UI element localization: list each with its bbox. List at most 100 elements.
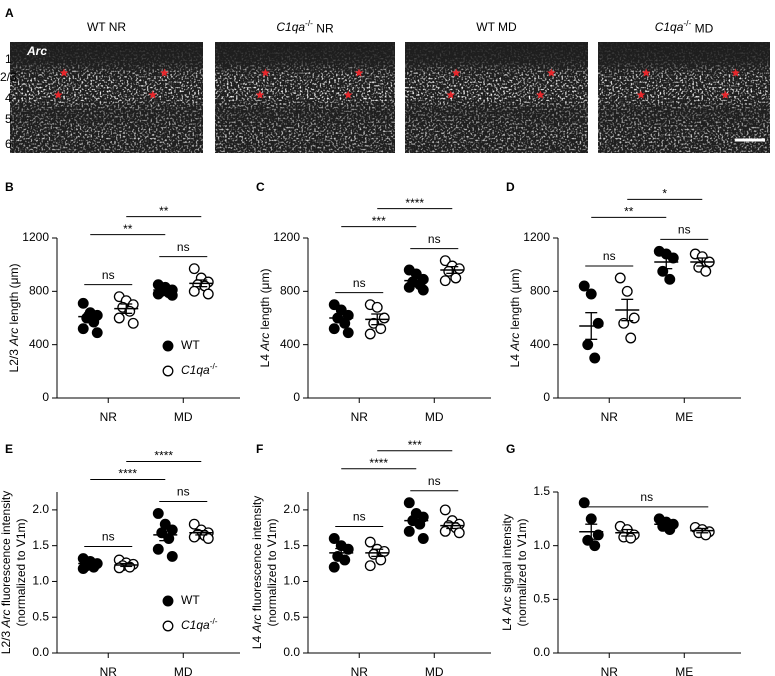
y-tick-label: 1.5 [283, 538, 300, 552]
data-point [328, 299, 340, 311]
x-tick-label: MD [174, 665, 193, 676]
x-tick-label: MD [425, 410, 444, 424]
text-part: L2/3 [7, 346, 21, 373]
data-point [328, 561, 340, 573]
text-part: NR [313, 22, 334, 36]
data-point [152, 508, 164, 519]
data-point [439, 504, 451, 516]
layer-label: 5 [5, 112, 12, 126]
text-part: Arc [500, 596, 514, 615]
y-tick-label: 0.5 [32, 609, 49, 623]
legend-label: C1qa-/- [181, 616, 218, 632]
panel-label: E [5, 442, 13, 456]
y-tick-label: 1.0 [32, 574, 49, 588]
data-point [417, 284, 429, 296]
data-point [371, 301, 383, 313]
y-axis-label: L4 Arc length (μm) [508, 269, 522, 368]
significance-label: ns [177, 485, 190, 499]
data-point [403, 281, 415, 293]
y-tick-label: 1.5 [533, 484, 550, 498]
significance-label: *** [408, 438, 422, 452]
layer-label: 6 [5, 137, 12, 151]
layer-marker [452, 68, 461, 77]
text-part: Arc [258, 333, 272, 352]
y-axis-label: L4 Arc signal intensity [500, 514, 514, 631]
data-point [582, 339, 594, 351]
y-tick-label: 1200 [273, 230, 300, 244]
significance-label: ns [678, 223, 691, 237]
y-axis-label: L2/3 Arc length (μm) [7, 264, 21, 373]
x-tick-label: NR [351, 665, 369, 676]
data-point [585, 288, 597, 300]
text-part: L4 [508, 351, 522, 368]
text-part: L4 [250, 633, 264, 650]
significance-label: **** [154, 449, 173, 463]
y-tick-label: 0.0 [32, 645, 49, 659]
data-point [328, 533, 340, 544]
layer-marker [261, 68, 270, 77]
data-point [328, 323, 340, 335]
image-title: C1qa-/- MD [655, 18, 714, 35]
y-tick-label: 0 [293, 390, 300, 404]
significance-label: ns [177, 240, 190, 254]
image-title: WT NR [87, 20, 126, 34]
y-tick-label: 1200 [523, 230, 550, 244]
y-tick-label: 400 [530, 337, 550, 351]
legend-marker [162, 365, 174, 377]
data-point [188, 285, 200, 297]
data-point [364, 328, 376, 340]
text-part: Arc [7, 328, 21, 347]
data-point [592, 529, 604, 541]
y-axis-label: (normalized to V1m) [14, 518, 28, 626]
x-tick-label: MD [174, 410, 193, 424]
y-axis-label: L2/3 Arc fluorescence intensity [0, 491, 13, 654]
data-point [578, 497, 590, 509]
y-tick-label: 1.5 [32, 538, 49, 552]
data-point [77, 297, 89, 309]
data-point [375, 323, 387, 335]
y-axis-label: L4 Arc fluorescence intensity [250, 496, 264, 649]
data-point [188, 531, 200, 543]
text-part: WT [181, 593, 200, 607]
data-point [188, 263, 200, 275]
significance-label: ** [624, 205, 634, 219]
data-point [364, 560, 376, 572]
data-point [113, 312, 125, 324]
text-part: WT [181, 338, 200, 352]
y-axis-label: (normalized to V1m) [265, 518, 279, 626]
significance-label: *** [372, 214, 386, 228]
layer-marker [343, 90, 353, 99]
y-tick-label: 0.0 [533, 645, 550, 659]
x-tick-label: NR [601, 410, 619, 424]
significance-label: ns [353, 276, 366, 290]
text-part: signal intensity [500, 514, 514, 596]
significance-label: **** [405, 196, 424, 210]
text-part: C1qa [655, 20, 684, 34]
x-tick-label: NR [601, 665, 619, 676]
legend-label: WT [181, 338, 200, 352]
y-tick-label: 400 [29, 337, 49, 351]
text-part: L4 [258, 351, 272, 368]
data-point [664, 273, 676, 285]
legend-marker [162, 620, 174, 632]
x-tick-label: NR [100, 665, 118, 676]
data-point [364, 536, 376, 548]
text-part: L2/3 [0, 628, 13, 655]
text-part: C1qa [181, 363, 210, 377]
y-tick-label: 800 [530, 284, 550, 298]
y-tick-label: 0.0 [283, 645, 300, 659]
layer-label: 1 [5, 52, 12, 66]
data-point [414, 518, 426, 530]
data-point [589, 352, 601, 364]
significance-label: ns [428, 232, 441, 246]
panel-label: F [256, 442, 263, 456]
legend-marker [162, 340, 174, 352]
data-point [202, 533, 214, 544]
data-point [578, 280, 590, 292]
y-tick-label: 2.0 [32, 502, 49, 516]
y-tick-label: 2.0 [283, 502, 300, 516]
data-point [152, 543, 164, 555]
layer-marker [636, 90, 646, 99]
data-point [342, 543, 354, 555]
y-tick-label: 0 [42, 390, 49, 404]
